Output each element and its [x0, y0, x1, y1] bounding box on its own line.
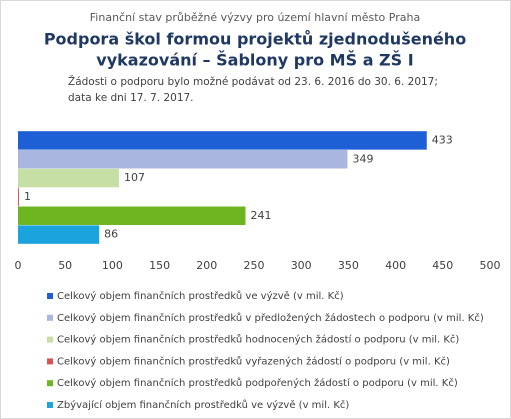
chart-subtitle: Žádosti o podporu bylo možné podávat od …	[68, 75, 438, 88]
value-label: 349	[352, 152, 373, 165]
value-label: 433	[432, 133, 453, 146]
x-tick-label: 50	[58, 259, 72, 272]
bar	[18, 187, 19, 207]
x-tick-label: 150	[149, 259, 170, 272]
chart-supertitle: Finanční stav průběžné výzvy pro území h…	[90, 11, 420, 24]
value-label: 241	[251, 209, 272, 222]
bar	[18, 225, 100, 244]
x-tick-label: 250	[244, 259, 265, 272]
chart-title: Podpora škol formou projektů zjednodušen…	[44, 30, 466, 49]
legend-label: Zbývající objem finančních prostředků ve…	[57, 399, 349, 411]
bar	[18, 168, 120, 188]
legend-label: Celkový objem finančních prostředků vyřa…	[57, 355, 450, 367]
legend-marker	[47, 336, 53, 343]
legend-marker	[47, 358, 53, 365]
legend-label: Celkový objem finančních prostředků v př…	[57, 312, 484, 324]
legend-label: Celkový objem finančních prostředků podp…	[57, 377, 458, 389]
legend-marker	[47, 402, 53, 408]
x-tick-label: 350	[338, 259, 359, 272]
value-label: 107	[124, 171, 145, 184]
x-tick-label: 0	[15, 259, 22, 272]
legend-marker	[47, 380, 53, 387]
chart-title: vykazování – Šablony pro MŠ a ZŠ I	[96, 51, 413, 70]
x-tick-label: 200	[196, 259, 217, 272]
legend-label: Celkový objem finančních prostředků hodn…	[57, 334, 459, 346]
x-tick-label: 500	[480, 259, 501, 272]
x-tick-label: 300	[291, 259, 312, 272]
chart-subtitle: data ke dni 17. 7. 2017.	[68, 92, 194, 104]
x-tick-label: 400	[385, 259, 406, 272]
bar	[18, 206, 246, 225]
value-label: 1	[24, 190, 31, 203]
bar	[18, 131, 427, 150]
legend-marker	[47, 314, 53, 321]
x-tick-label: 100	[102, 259, 123, 272]
value-label: 86	[104, 228, 118, 241]
bar	[18, 150, 348, 169]
legend-marker	[47, 293, 53, 299]
legend-label: Celkový objem finančních prostředků ve v…	[57, 290, 344, 302]
x-tick-label: 450	[432, 259, 453, 272]
